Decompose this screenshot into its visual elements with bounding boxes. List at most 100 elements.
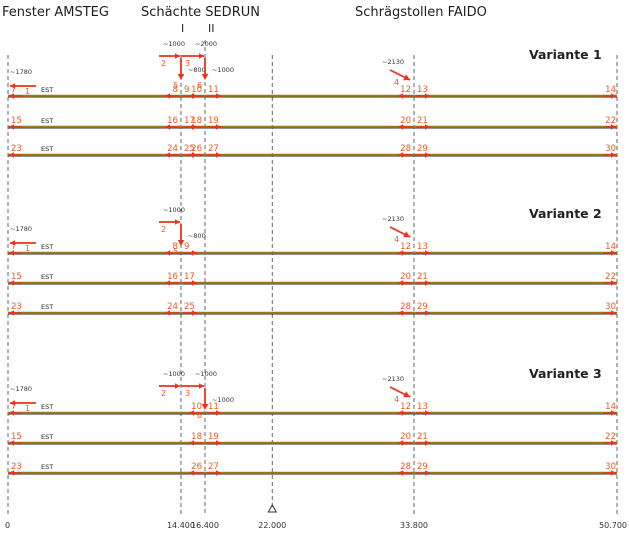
track-arrow-end-head [611, 152, 616, 158]
track-num: 20 [400, 116, 411, 126]
track-arrow-end-head [611, 410, 616, 416]
track-arrow-l-head [164, 250, 170, 256]
track-arrow-start-head [9, 152, 14, 158]
track-num: 27 [208, 144, 219, 154]
shaft2-num: 3 [185, 59, 190, 68]
track-num: 16 [167, 272, 178, 282]
shaft1-depth: ~800 [188, 232, 206, 240]
track-num: 10 [191, 85, 202, 95]
variant-title-1: Variante 1 [529, 47, 602, 62]
shaft1-arrow-head [174, 383, 180, 389]
track-num-left: 15 [11, 116, 22, 126]
track-num: 13 [417, 85, 428, 95]
faido-length: ~2130 [382, 375, 404, 383]
shaft1-depth: ~800 [188, 66, 206, 74]
track-num: 21 [417, 432, 428, 442]
shaft2-vertical-head [201, 404, 209, 410]
amsteg-length: ~1780 [10, 225, 32, 233]
shaft2-vertical-head [201, 74, 209, 80]
shaft1-num: 2 [161, 389, 166, 398]
track-num: 25 [184, 302, 195, 312]
shaft2-arrow-head [198, 53, 204, 59]
track-arrow-l-head [164, 124, 170, 130]
shaft1-arrow-head [174, 53, 180, 59]
track-arrow-l-head [398, 124, 403, 130]
track-num: 24 [167, 302, 178, 312]
track-arrow-l-head [164, 152, 170, 158]
amsteg-arrow-head [10, 240, 15, 246]
track-num-left: 7 [11, 85, 16, 95]
track-arrow-r-head [191, 250, 197, 256]
axis-tick-label: 0 [5, 521, 10, 530]
shaft1-vertical-head [177, 240, 185, 246]
track-arrow-start-head [9, 124, 14, 130]
track-num: 29 [417, 462, 428, 472]
track-num-left: 7 [11, 242, 16, 252]
track-arrow-r-head [425, 470, 430, 476]
shaft2-depth-num: 6 [197, 81, 202, 90]
axis-tick-label: 14.400 [167, 521, 195, 530]
track-label-est: EST [41, 243, 53, 251]
track-arrow-r-head [425, 152, 430, 158]
track-num: 9 [184, 242, 189, 252]
track-arrow-r-head [425, 280, 430, 286]
axis-tick-label: 16.400 [191, 521, 219, 530]
shaft1-depth-num: 5 [173, 247, 178, 256]
track-arrow-l-head [398, 280, 403, 286]
track-arrow-start-head [9, 440, 14, 446]
track-arrow-r-head [425, 440, 430, 446]
track-num: 29 [417, 302, 428, 312]
track-num: 13 [417, 242, 428, 252]
track-num: 20 [400, 272, 411, 282]
track-arrow-end-head [611, 93, 616, 99]
track-num: 24 [167, 144, 178, 154]
track-num: 17 [184, 272, 195, 282]
variant-title-2: Variante 2 [529, 206, 602, 221]
track-num: 13 [417, 402, 428, 412]
track-arrow-start-head [9, 93, 14, 99]
amsteg-num: 1 [25, 87, 30, 96]
track-label-est: EST [41, 403, 53, 411]
track-arrow-r-head [215, 410, 221, 416]
shaft-label-1: I [181, 22, 185, 35]
track-arrow-l-head [398, 250, 403, 256]
track-arrow-l-head [398, 440, 403, 446]
shaft1-vertical-head [177, 74, 185, 80]
track-arrow-end-head [611, 124, 616, 130]
shaft2-depth: ~1000 [212, 396, 234, 404]
track-arrow-start-head [9, 310, 14, 316]
track-num: 19 [208, 116, 219, 126]
track-arrow-start-head [9, 280, 14, 286]
track-num: 9 [184, 85, 189, 95]
track-arrow-start-head [9, 410, 14, 416]
amsteg-arrow-head [10, 83, 15, 89]
faido-num: 4 [394, 395, 399, 404]
track-label-est: EST [41, 433, 53, 441]
shaft2-length: ~2000 [195, 40, 217, 48]
track-num: 12 [400, 85, 411, 95]
track-arrow-r-head [425, 310, 430, 316]
track-label-est: EST [41, 117, 53, 125]
header-faido: Schrägstollen FAIDO [355, 5, 487, 20]
header-amsteg: Fenster AMSTEG [2, 5, 109, 20]
track-num: 8 [173, 242, 178, 252]
track-num: 11 [208, 402, 219, 412]
track-arrow-r-head [215, 152, 221, 158]
track-num-right: 30 [605, 144, 616, 154]
track-num: 19 [208, 432, 219, 442]
track-num: 29 [417, 144, 428, 154]
track-num: 27 [208, 462, 219, 472]
shaft2-arrow-head [198, 383, 204, 389]
shaft1-length: ~1000 [163, 370, 185, 378]
track-num: 16 [167, 116, 178, 126]
track-arrow-r-head [215, 440, 221, 446]
track-num: 20 [400, 432, 411, 442]
track-num-left: 7 [11, 402, 16, 412]
track-num: 11 [208, 85, 219, 95]
track-num-right: 30 [605, 462, 616, 472]
amsteg-num: 1 [25, 244, 30, 253]
track-label-est: EST [41, 86, 53, 94]
track-arrow-r-head [191, 280, 197, 286]
header-sedrun: Schächte SEDRUN [141, 5, 260, 20]
